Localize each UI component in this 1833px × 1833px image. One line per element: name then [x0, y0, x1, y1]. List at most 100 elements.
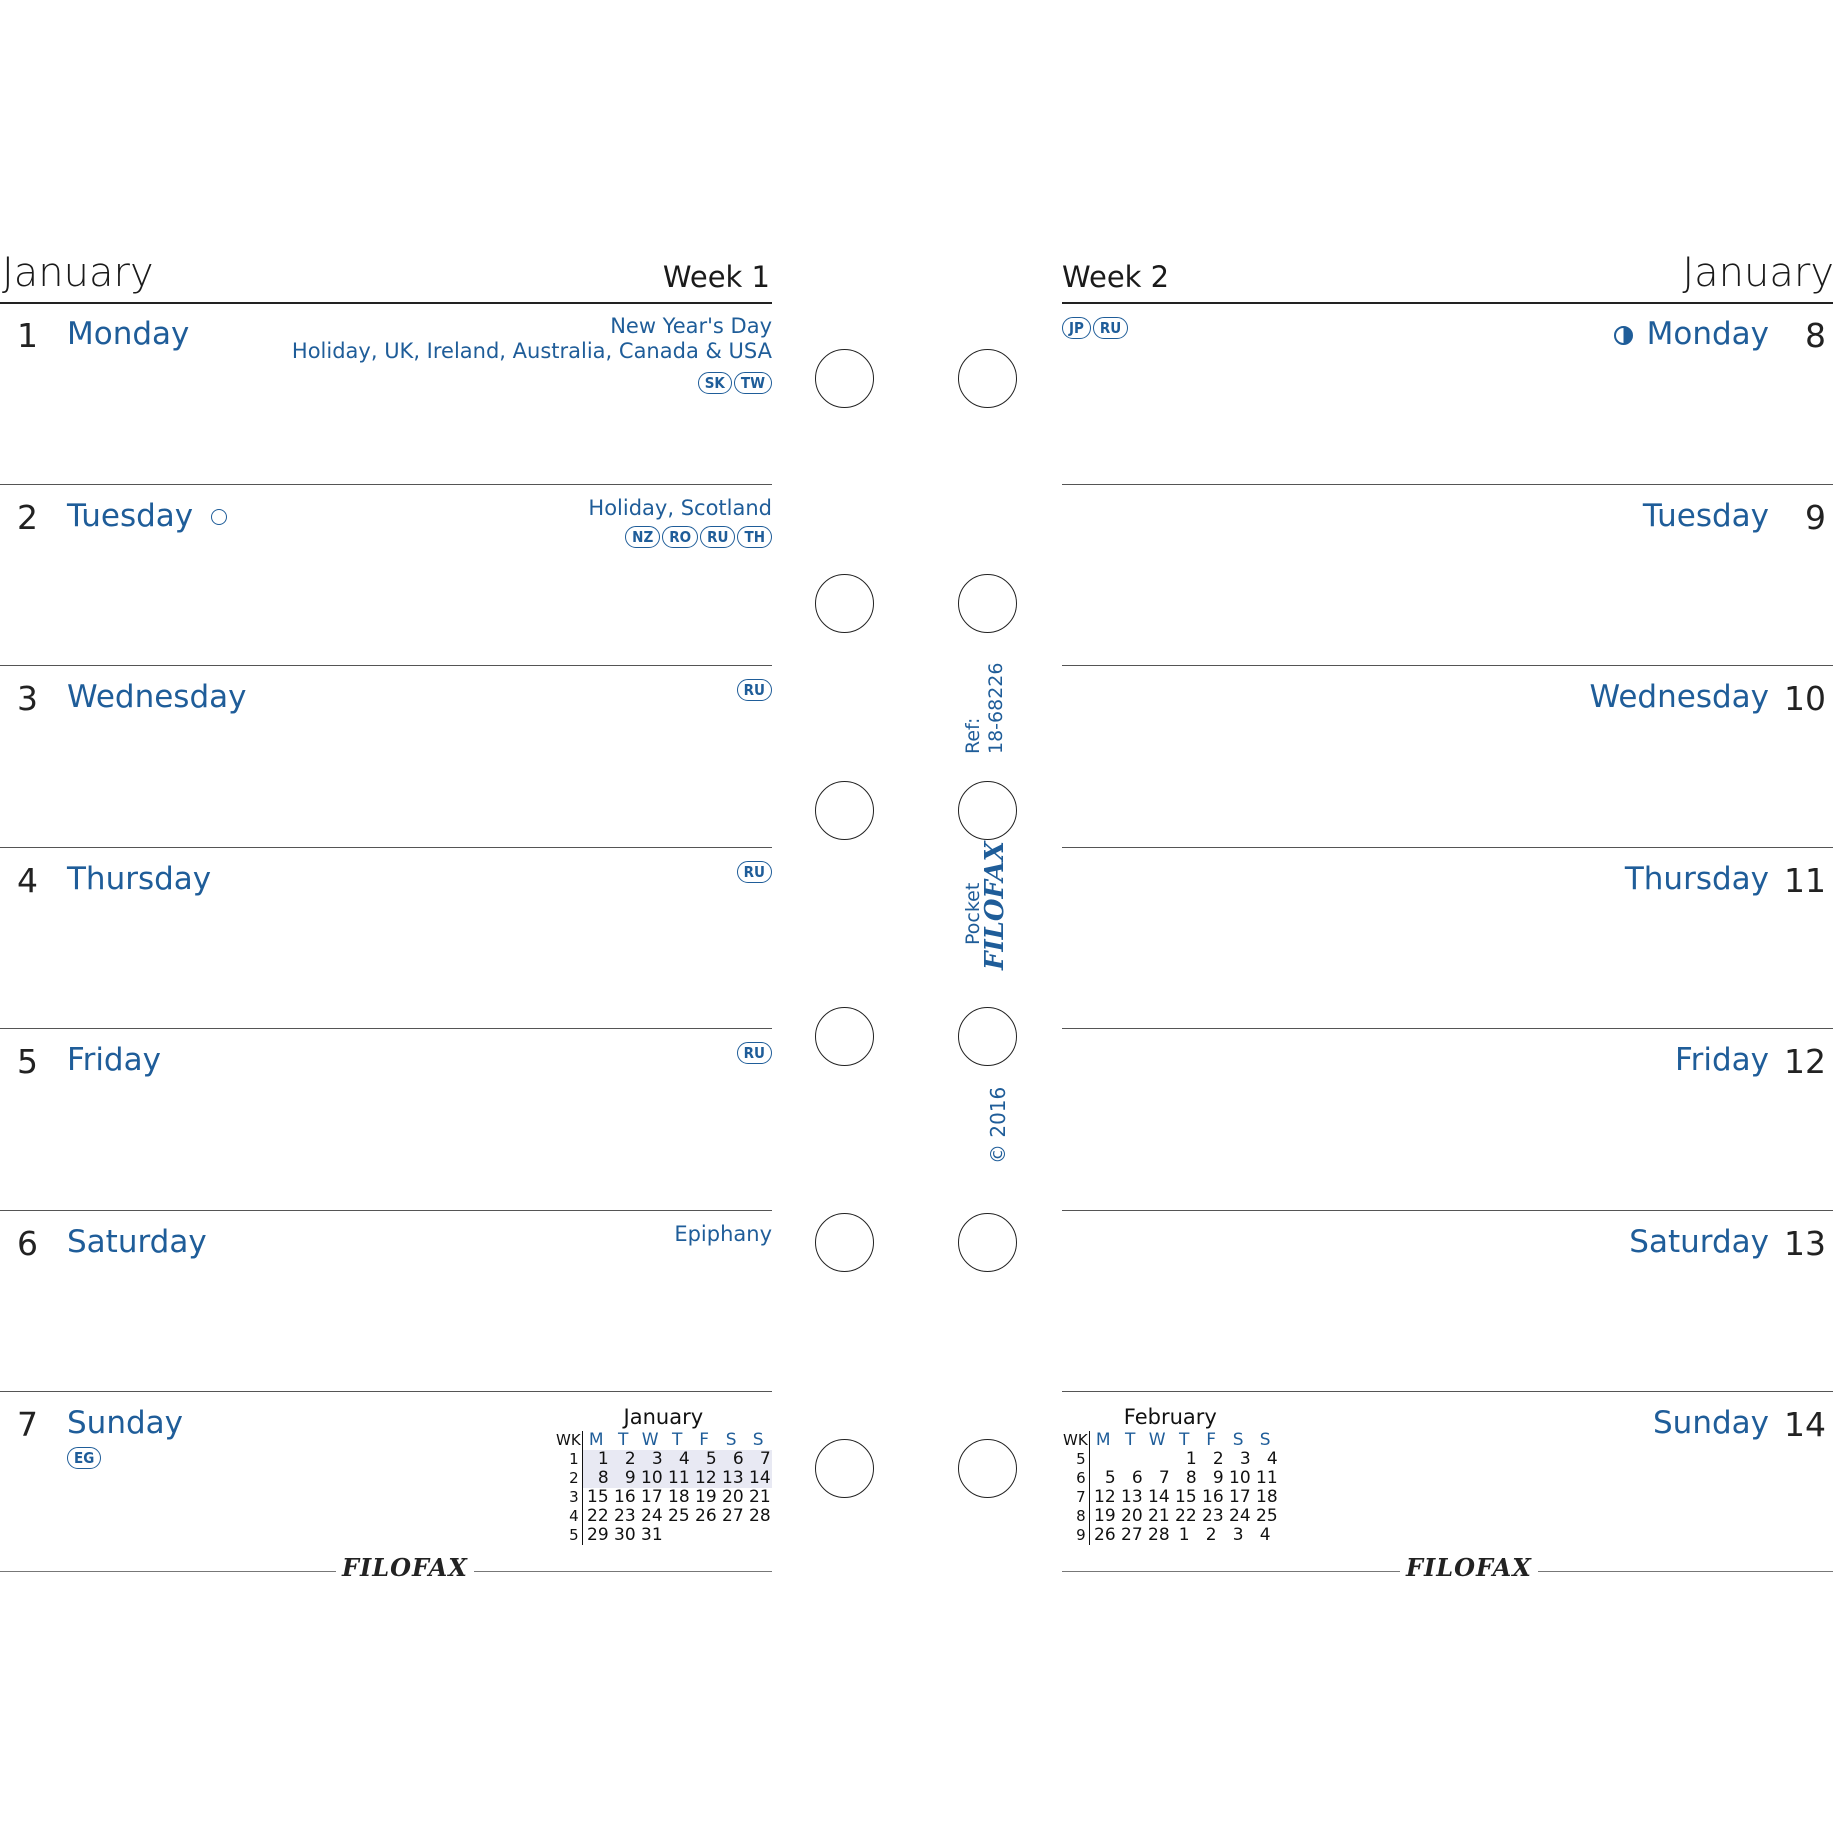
weekday-header: S — [1232, 1430, 1244, 1450]
country-badge: TW — [733, 372, 772, 394]
day-number: 4 — [17, 860, 38, 900]
day-row: 5 Friday RU — [0, 1030, 772, 1211]
date-cell — [1144, 1450, 1171, 1469]
date-cell: 25 — [1256, 1506, 1278, 1526]
day-row: 2 Tuesday Holiday, Scotland NZ RO RU TH — [0, 486, 772, 667]
ring-hole — [958, 349, 1017, 408]
mini-calendar-grid: WK M T W T F S S 1 1 2 3 4 5 6 7 2 8 9 10 11 12 13 14 3 15 16 17 18 1… — [555, 1431, 772, 1545]
day-rule — [0, 665, 772, 666]
week-number: 9 — [1062, 1526, 1090, 1545]
weekday-header: T — [1178, 1430, 1190, 1450]
date-cell: 22 — [1175, 1506, 1197, 1526]
filofax-logo: FILOFAX — [336, 1553, 474, 1582]
mini-calendar-february: February WK M T W T F S S 5 1 2 3 4 6 5 6 7 8 9 10 11 7 12 13 14… — [1062, 1405, 1279, 1545]
week-number: 8 — [1062, 1507, 1090, 1526]
date-cell: 11 — [663, 1469, 691, 1488]
day-name: Wednesday — [1590, 679, 1769, 715]
ring-hole — [958, 1439, 1017, 1498]
date-cell: 6 — [1131, 1468, 1143, 1488]
week-title: Week 1 — [662, 260, 770, 294]
day-rule — [0, 1209, 772, 1211]
day-name: Wednesday — [67, 679, 246, 715]
day-name: Monday — [67, 316, 189, 352]
mini-calendar-row: 4 22 23 24 25 26 27 28 — [555, 1507, 772, 1526]
week-number: 6 — [1062, 1469, 1090, 1488]
day-name-text: Wednesday — [67, 679, 247, 715]
date-cell: 1 — [582, 1450, 610, 1469]
day-name: Friday — [67, 1042, 161, 1078]
date-cell: 11 — [1256, 1468, 1278, 1488]
date-cell — [1117, 1450, 1144, 1469]
date-cell: 4 — [1266, 1449, 1278, 1469]
mini-calendar-row: 6 5 6 7 8 9 10 11 — [1062, 1469, 1279, 1488]
mini-calendar-row: 5 29 30 31 — [555, 1526, 772, 1545]
day-name: Tuesday — [1643, 498, 1769, 534]
date-cell: 21 — [1148, 1506, 1170, 1526]
day-name-text: Sunday — [67, 1405, 183, 1441]
copyright-text: © 2016 — [986, 1086, 1010, 1164]
day-name-text: Tuesday — [1642, 497, 1769, 534]
country-badges: JP RU — [1062, 317, 1129, 339]
new-moon-icon — [211, 509, 228, 525]
day-rule — [0, 846, 772, 848]
holiday-line: Epiphany — [674, 1221, 772, 1246]
ring-hole — [815, 1439, 874, 1498]
day-number: 2 — [17, 497, 38, 537]
day-row: 8 Monday — [1062, 304, 1833, 485]
day-rule — [0, 483, 772, 485]
holiday-note: Holiday, Scotland — [588, 496, 772, 521]
day-name: Sunday — [1653, 1405, 1769, 1441]
day-number: 14 — [1784, 1405, 1826, 1444]
country-badge: RU — [1092, 317, 1129, 339]
date-cell: 5 — [1104, 1468, 1116, 1488]
right-page: Week 2 January JP RU 8 Monday 9 Tuesday 10 Wed… — [1062, 0, 1833, 1833]
day-name: Thursday — [67, 861, 211, 897]
date-cell: 7 — [744, 1450, 772, 1469]
weekday-header: T — [1124, 1430, 1136, 1450]
date-cell: 27 — [722, 1506, 744, 1526]
day-row: 11 Thursday — [1062, 849, 1833, 1030]
day-number: 10 — [1784, 679, 1826, 718]
date-cell: 21 — [749, 1487, 771, 1507]
day-name-text: Tuesday — [67, 497, 194, 534]
header-rule — [1062, 302, 1833, 304]
ring-hole — [958, 781, 1017, 840]
month-title: January — [2, 250, 154, 296]
day-name: Saturday — [67, 1224, 207, 1260]
date-cell: 28 — [749, 1506, 771, 1526]
day-row: 6 Saturday Epiphany — [0, 1212, 772, 1393]
date-cell: 22 — [587, 1506, 609, 1526]
date-cell: 5 — [690, 1450, 718, 1469]
day-row: 3 Wednesday RU — [0, 667, 772, 848]
filofax-logo: FILOFAX — [1400, 1553, 1538, 1582]
day-row: 1 Monday New Year's Day Holiday, UK, Irelan… — [0, 304, 772, 485]
week-title: Week 2 — [1062, 260, 1170, 294]
date-cell — [718, 1526, 745, 1545]
date-cell: 9 — [1212, 1468, 1224, 1488]
week-number: 2 — [555, 1469, 583, 1488]
day-number: 12 — [1784, 1042, 1826, 1081]
day-name: Sunday — [67, 1405, 183, 1441]
first-quarter-moon-icon — [1613, 326, 1633, 345]
date-cell: 15 — [1175, 1487, 1197, 1507]
date-cell: 18 — [1256, 1487, 1278, 1507]
ring-hole — [815, 1007, 874, 1066]
day-rule — [1062, 665, 1833, 666]
day-rule — [0, 1391, 772, 1392]
day-name-text: Thursday — [67, 860, 212, 897]
date-cell: 23 — [614, 1506, 636, 1526]
date-cell — [745, 1526, 772, 1545]
weekday-header: F — [1206, 1430, 1217, 1450]
date-cell — [691, 1526, 718, 1545]
day-row: 9 Tuesday — [1062, 486, 1833, 667]
day-name-text: Saturday — [67, 1223, 207, 1260]
ring-hole — [958, 1007, 1017, 1066]
date-cell: 12 — [690, 1469, 718, 1488]
week-number: 5 — [555, 1526, 583, 1545]
weekday-header: S — [725, 1430, 737, 1450]
day-name-text: Wednesday — [1589, 679, 1769, 715]
day-rule — [1062, 1391, 1833, 1392]
weekday-header: W — [1148, 1430, 1166, 1450]
date-cell: 14 — [1148, 1487, 1170, 1507]
ring-hole — [958, 1213, 1017, 1272]
